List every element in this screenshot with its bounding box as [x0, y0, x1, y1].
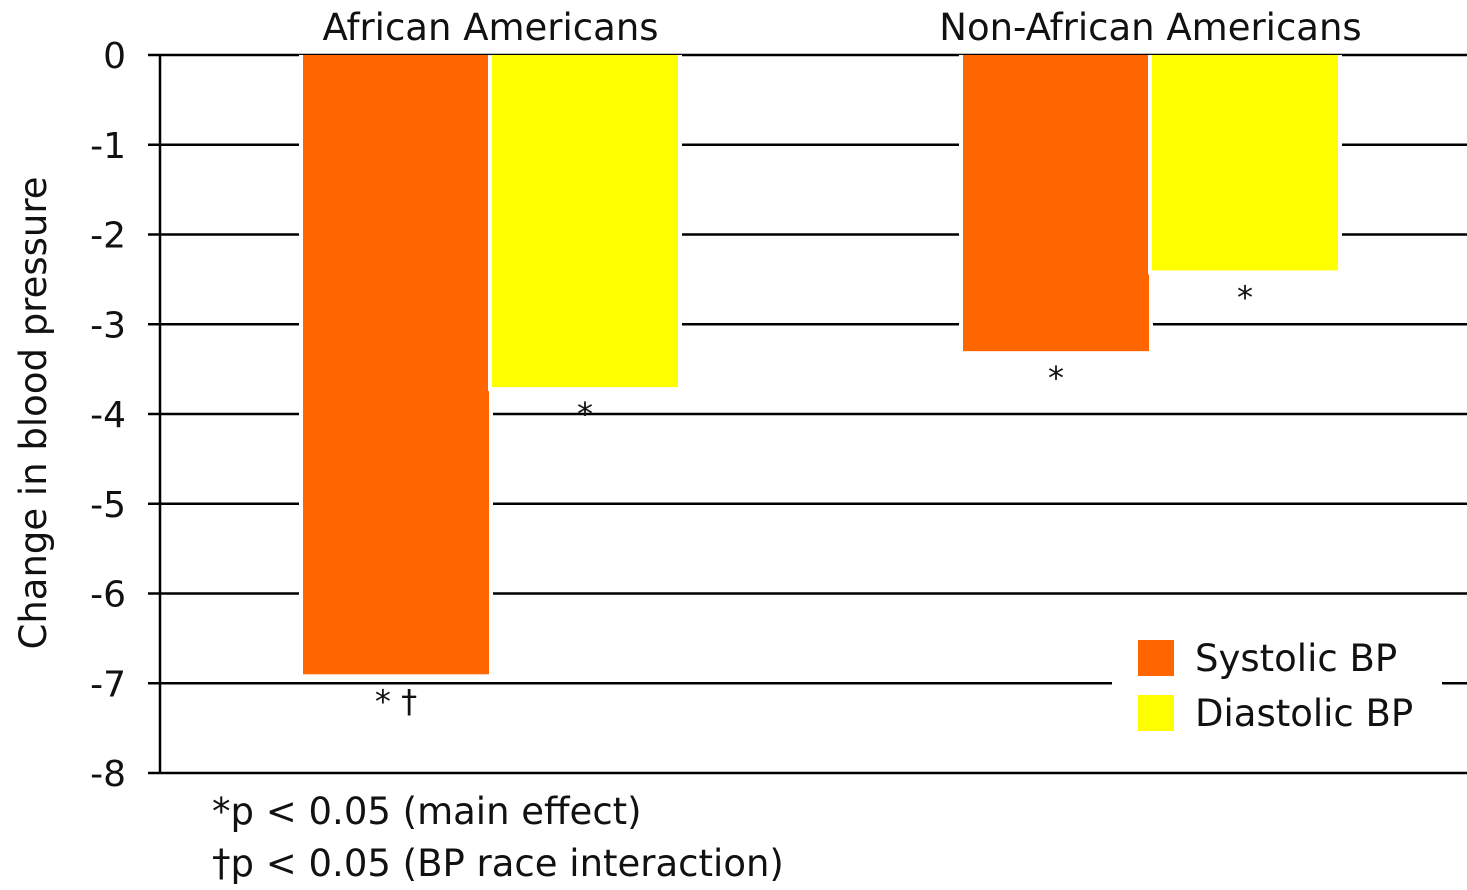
bar-systolic-bp [303, 55, 489, 675]
footnote-interaction: †p < 0.05 (BP race interaction) [212, 842, 784, 885]
significance-markers: * † * * * [375, 278, 1253, 720]
significance-marker: * [1048, 359, 1064, 397]
category-labels: African Americans Non-African Americans [322, 6, 1361, 49]
legend-label: Diastolic BP [1195, 692, 1413, 735]
significance-marker: * [577, 395, 593, 433]
y-tick-label: -6 [90, 575, 126, 616]
legend: Systolic BP Diastolic BP [1112, 625, 1442, 750]
legend-label: Systolic BP [1195, 637, 1397, 680]
bar-systolic-bp [963, 55, 1149, 352]
category-label: African Americans [322, 6, 658, 49]
y-tick-label: -2 [90, 216, 126, 257]
y-tick-label: -1 [90, 126, 126, 167]
footnote-main-effect: *p < 0.05 (main effect) [212, 790, 642, 833]
bar-diastolic-bp [492, 55, 678, 388]
bar-diastolic-bp [1152, 55, 1338, 271]
y-tick-label: -4 [90, 395, 126, 436]
category-label: Non-African Americans [939, 6, 1361, 49]
y-tick-label: -8 [90, 754, 126, 795]
y-axis-label: Change in blood pressure [12, 176, 55, 649]
y-tick-label: -5 [90, 485, 126, 526]
bars [299, 55, 1342, 679]
y-tick-labels: 0 -1 -2 -3 -4 -5 -6 -7 -8 [90, 36, 126, 795]
significance-marker: * † [375, 682, 417, 720]
y-tick-label: -7 [90, 664, 126, 705]
y-tick-label: 0 [103, 36, 126, 77]
significance-marker: * [1237, 278, 1253, 316]
legend-swatch [1138, 640, 1174, 676]
legend-swatch [1138, 695, 1174, 731]
y-tick-label: -3 [90, 305, 126, 346]
